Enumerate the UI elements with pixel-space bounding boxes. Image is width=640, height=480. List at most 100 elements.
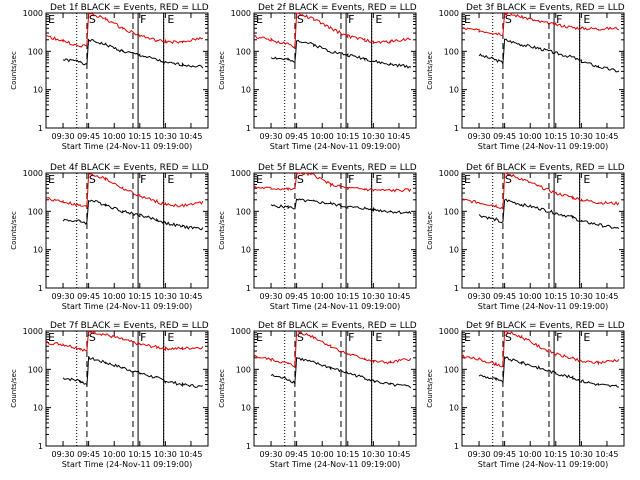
x-tick-label: 10:30 (362, 450, 385, 459)
y-tick-label: 100 (444, 365, 459, 374)
series-lld-line (45, 330, 204, 352)
series-events-line (62, 38, 204, 69)
plot-frame (45, 330, 209, 447)
x-tick-label: 09:30 (468, 450, 491, 459)
x-tick-label: 10:45 (179, 132, 202, 141)
x-tick-label: 09:45 (493, 450, 516, 459)
y-tick-label: 10 (241, 86, 251, 95)
y-axis-label: Counts/sec (426, 51, 434, 90)
y-tick-label: 10 (241, 404, 251, 413)
panel-2: Det 2f BLACK = Events, RED = LLD 1 10 100 10… (218, 3, 417, 151)
interval-label: E (256, 331, 263, 344)
x-tick-label: 10:45 (595, 450, 618, 459)
series-events-line (478, 198, 620, 230)
x-tick-label: 09:30 (468, 292, 491, 301)
plot-frame (253, 172, 417, 289)
x-axis-label: Start Time (24-Nov-11 09:19:00) (270, 460, 400, 469)
y-tick-label: 100 (236, 207, 251, 216)
y-tick-label: 1000 (231, 9, 251, 18)
x-tick-label: 10:30 (154, 292, 177, 301)
series-lld-line (45, 173, 204, 209)
interval-label: E (256, 173, 263, 186)
y-tick-label: 10 (33, 86, 43, 95)
interval-label: S (89, 13, 96, 26)
interval-label: E (48, 331, 55, 344)
interval-label: E (583, 13, 590, 26)
x-axis-label: Start Time (24-Nov-11 09:19:00) (62, 142, 192, 151)
interval-label: S (297, 173, 304, 186)
y-tick-label: 10 (449, 246, 459, 255)
interval-label: S (89, 331, 96, 344)
y-axis-label: Counts/sec (10, 211, 18, 250)
x-tick-label: 10:15 (544, 292, 567, 301)
y-tick-label: 1000 (439, 169, 459, 178)
y-tick-label: 1 (454, 442, 459, 451)
y-tick-label: 10 (449, 404, 459, 413)
panel-7: Det 7f BLACK = Events, RED = LLD 1 10 100 10… (10, 321, 209, 469)
panel-4: Det 4f BLACK = Events, RED = LLD 1 10 100 10… (10, 163, 209, 311)
x-tick-label: 10:15 (336, 450, 359, 459)
interval-label: F (140, 173, 146, 186)
interval-label: E (583, 331, 590, 344)
interval-label: S (505, 331, 512, 344)
x-tick-label: 09:45 (285, 292, 308, 301)
x-axis-label: Start Time (24-Nov-11 09:19:00) (270, 142, 400, 151)
x-tick-label: 10:30 (570, 450, 593, 459)
interval-label: E (167, 173, 174, 186)
interval-label: S (297, 331, 304, 344)
y-axis-label: Counts/sec (426, 211, 434, 250)
y-tick-label: 1 (38, 284, 43, 293)
interval-label: E (464, 331, 471, 344)
x-tick-label: 09:30 (52, 132, 75, 141)
y-tick-label: 1 (454, 124, 459, 133)
interval-label: F (140, 331, 146, 344)
series-events-line (478, 38, 620, 73)
interval-label: E (167, 13, 174, 26)
panel-5: Det 5f BLACK = Events, RED = LLD 1 10 100 10… (218, 163, 417, 311)
x-tick-label: 09:30 (260, 450, 283, 459)
x-tick-label: 10:30 (570, 292, 593, 301)
series-events-line (62, 356, 204, 389)
x-tick-label: 10:15 (336, 292, 359, 301)
y-tick-label: 100 (444, 47, 459, 56)
plot-frame (461, 330, 625, 447)
x-tick-label: 10:00 (103, 292, 126, 301)
x-axis-label: Start Time (24-Nov-11 09:19:00) (62, 302, 192, 311)
x-tick-label: 10:15 (544, 450, 567, 459)
x-tick-label: 10:45 (387, 292, 410, 301)
x-tick-label: 09:45 (493, 132, 516, 141)
series-lld-line (253, 172, 412, 193)
x-tick-label: 10:45 (179, 292, 202, 301)
y-axis-label: Counts/sec (218, 211, 226, 250)
y-tick-label: 10 (241, 246, 251, 255)
y-axis-label: Counts/sec (10, 51, 18, 90)
x-tick-label: 09:45 (285, 132, 308, 141)
y-tick-label: 10 (33, 246, 43, 255)
y-tick-label: 1000 (439, 327, 459, 336)
chart-title: Det 7f BLACK = Events, RED = LLD (50, 321, 209, 331)
x-tick-label: 10:15 (544, 132, 567, 141)
x-tick-label: 10:00 (311, 132, 334, 141)
plot-frame (461, 172, 625, 289)
x-tick-label: 10:30 (362, 292, 385, 301)
y-tick-label: 100 (28, 365, 43, 374)
series-lld-line (45, 12, 204, 48)
series-events-line (270, 356, 412, 389)
interval-label: S (297, 13, 304, 26)
panel-9: Det 9f BLACK = Events, RED = LLD 1 10 100 10… (426, 321, 625, 469)
x-tick-label: 10:30 (154, 450, 177, 459)
series-lld-line (253, 330, 412, 369)
x-tick-label: 10:00 (311, 292, 334, 301)
y-tick-label: 1000 (23, 9, 43, 18)
y-tick-label: 100 (28, 207, 43, 216)
series-lld-line (461, 330, 620, 368)
chart-title: Det 8f BLACK = Events, RED = LLD (258, 321, 417, 331)
y-tick-label: 1 (246, 284, 251, 293)
y-tick-label: 100 (28, 47, 43, 56)
y-tick-label: 1 (454, 284, 459, 293)
chart-title: Det 9f BLACK = Events, RED = LLD (466, 321, 625, 331)
y-tick-label: 1 (38, 124, 43, 133)
y-tick-label: 10 (449, 86, 459, 95)
x-axis-label: Start Time (24-Nov-11 09:19:00) (270, 302, 400, 311)
panel-8: Det 8f BLACK = Events, RED = LLD 1 10 100 10… (218, 321, 417, 469)
